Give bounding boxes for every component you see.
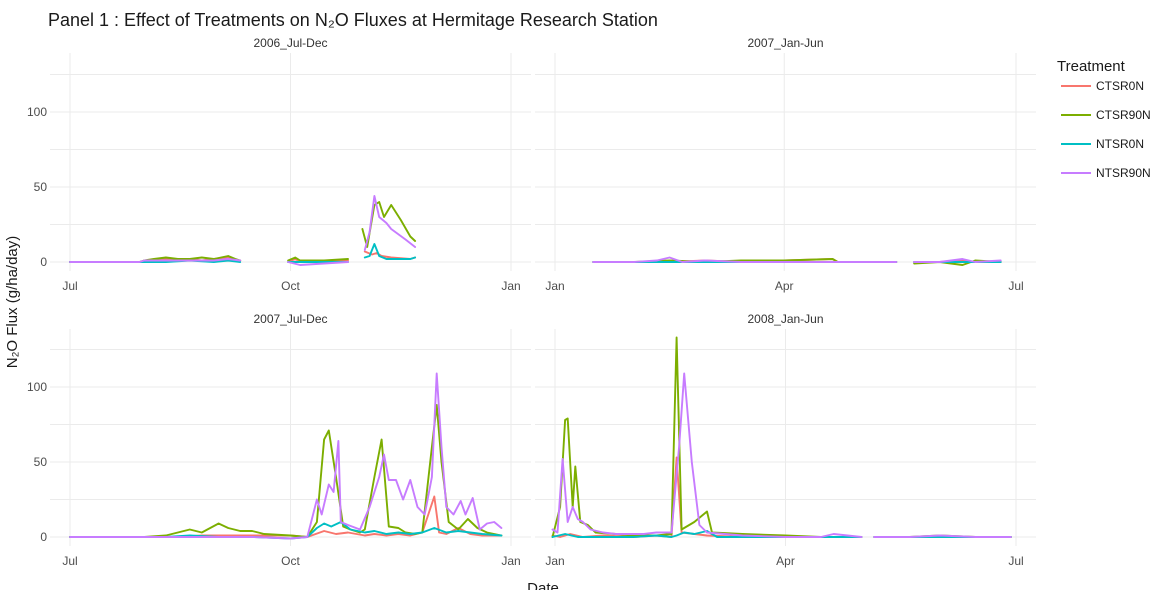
legend-label: CTSR0N bbox=[1096, 79, 1144, 93]
series-line-CTSR90N bbox=[551, 336, 863, 538]
series-line-NTSR90N bbox=[363, 195, 417, 251]
facet-panels: 2006_Jul-Dec 0 50 100 Jul Oct Jan 2007_Jan-Jun J… bbox=[27, 36, 1036, 568]
x-tick-label: Jan bbox=[545, 279, 564, 293]
series-line-NTSR90N bbox=[287, 261, 349, 266]
legend-item-NTSR90N[interactable]: NTSR90N bbox=[1061, 166, 1151, 180]
legend-label: NTSR0N bbox=[1096, 137, 1144, 151]
legend-label: NTSR90N bbox=[1096, 166, 1151, 180]
facet-strip-label: 2007_Jul-Dec bbox=[253, 312, 327, 326]
series-line-NTSR90N bbox=[551, 372, 863, 538]
x-tick-label: Apr bbox=[776, 554, 795, 568]
facet-panel-2007_Jul-Dec: 2007_Jul-Dec 0 50 100 Jul Oct Jan bbox=[27, 312, 531, 568]
series-line-NTSR90N bbox=[913, 258, 1002, 263]
y-tick-label: 100 bbox=[27, 380, 47, 394]
x-tick-label: Jul bbox=[1008, 279, 1023, 293]
series-line-NTSR0N bbox=[69, 521, 503, 540]
series-line-CTSR90N bbox=[287, 256, 349, 262]
y-axis-title: N₂O Flux (g/ha/day) bbox=[4, 236, 21, 369]
series-line-CTSR0N bbox=[551, 456, 863, 538]
facet-strip-label: 2008_Jan-Jun bbox=[747, 312, 823, 326]
y-tick-label: 50 bbox=[34, 180, 48, 194]
y-tick-label: 0 bbox=[40, 530, 47, 544]
facet-panel-2006_Jul-Dec: 2006_Jul-Dec 0 50 100 Jul Oct Jan bbox=[27, 36, 531, 293]
y-tick-label: 50 bbox=[34, 455, 48, 469]
x-tick-label: Jul bbox=[1008, 554, 1023, 568]
x-tick-label: Oct bbox=[281, 279, 300, 293]
legend-title: Treatment bbox=[1057, 58, 1126, 75]
series-line-CTSR0N bbox=[363, 250, 417, 260]
legend-item-NTSR0N[interactable]: NTSR0N bbox=[1061, 137, 1144, 151]
series-line-NTSR90N bbox=[69, 258, 242, 263]
y-tick-label: 100 bbox=[27, 105, 47, 119]
series-line-NTSR90N bbox=[592, 256, 898, 263]
legend-label: CTSR90N bbox=[1096, 108, 1151, 122]
x-tick-label: Jan bbox=[501, 279, 520, 293]
x-tick-label: Jul bbox=[62, 554, 77, 568]
chart-title: Panel 1 : Effect of Treatments on N₂O Fl… bbox=[48, 10, 658, 30]
facet-panel-2007_Jan-Jun: 2007_Jan-Jun Jan Apr Jul bbox=[535, 36, 1036, 293]
facet-strip-label: 2007_Jan-Jun bbox=[747, 36, 823, 50]
series-line-NTSR90N bbox=[69, 372, 503, 540]
series-line-CTSR0N bbox=[69, 495, 503, 538]
series-line-NTSR90N bbox=[873, 534, 1012, 538]
y-tick-label: 0 bbox=[40, 255, 47, 269]
x-axis-title: Date bbox=[527, 580, 559, 590]
facet-panel-2008_Jan-Jun: 2008_Jan-Jun Jan Apr Jul bbox=[535, 312, 1036, 568]
legend: Treatment CTSR0N CTSR90N NTSR0N NTSR90N bbox=[1057, 58, 1151, 180]
x-tick-label: Jan bbox=[501, 554, 520, 568]
facet-strip-label: 2006_Jul-Dec bbox=[253, 36, 327, 50]
x-tick-label: Oct bbox=[281, 554, 300, 568]
x-tick-label: Apr bbox=[775, 279, 794, 293]
x-tick-label: Jan bbox=[545, 554, 564, 568]
legend-item-CTSR0N[interactable]: CTSR0N bbox=[1061, 79, 1144, 93]
legend-item-CTSR90N[interactable]: CTSR90N bbox=[1061, 108, 1151, 122]
x-tick-label: Jul bbox=[62, 279, 77, 293]
series-line-NTSR0N bbox=[363, 243, 417, 260]
